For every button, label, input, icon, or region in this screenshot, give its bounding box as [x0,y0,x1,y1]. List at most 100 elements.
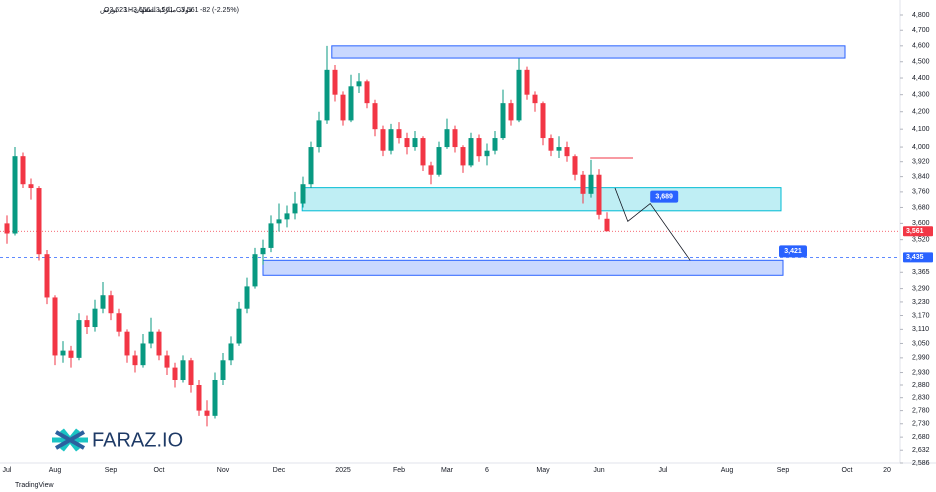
candle-body [420,138,426,166]
candle-body [348,86,354,121]
candle-body [148,331,154,344]
candle-body [444,129,450,148]
candle-body [284,213,290,220]
y-tick-label: 4,700 [912,27,930,34]
candle-body [588,174,594,194]
candle-body [580,174,586,194]
candle-body [140,343,146,366]
candle-body [292,203,298,214]
projection-path [614,187,691,261]
logo-icon [55,430,85,450]
candle-body [124,331,130,356]
candle-body [468,138,474,166]
candle-body [196,385,202,411]
y-tick-label: 4,400 [912,75,930,82]
candle-body [212,379,218,416]
candle-body [388,129,394,151]
candle-body [20,156,26,185]
y-tick-label: 3,170 [912,312,930,319]
candle-body [260,247,266,255]
y-tick-label: 3,110 [912,326,929,333]
y-tick-label: 4,100 [912,126,930,133]
candle-body [524,69,530,95]
candle-body [300,184,306,204]
candle-body [604,218,610,232]
x-tick-label: Oct [842,467,853,474]
candle-body [436,147,442,175]
candle-body [68,350,74,358]
candle-body [396,129,402,139]
ohlc-value: H3,656 [128,7,151,14]
y-tick-label: 4,000 [912,144,930,151]
candle-body [356,81,362,87]
y-tick-label: 3,920 [912,159,930,166]
y-tick-label: 4,300 [912,92,930,99]
x-tick-label: Jul [3,467,12,474]
candle-body [204,410,210,416]
candle-body [460,147,466,166]
zone [331,45,846,59]
candle-body [12,156,18,234]
y-tick-label: 3,680 [912,204,930,211]
candle-body [308,147,314,185]
y-tick-label: 2,780 [912,407,930,414]
x-tick-label: Mar [441,467,454,474]
candle-body [252,254,258,287]
candle-body [228,343,234,361]
candle-body [44,254,50,298]
candle-body [556,147,562,151]
footer: TradingView [15,482,54,489]
callout-label: 3,689 [655,194,673,201]
x-tick-label: Jul [659,467,668,474]
candle-body [84,320,90,328]
candle-body [596,174,602,215]
y-tick-label: 3,290 [912,285,930,292]
x-tick-label: May [536,467,550,474]
y-tick-label: 2,880 [912,382,930,389]
price-label: 3,435 [906,254,924,261]
y-tick-label: 2,990 [912,355,930,362]
y-tick-label: 2,830 [912,395,930,402]
candle-body [172,367,178,380]
x-tick-label: Oct [154,467,165,474]
candle-body [236,308,242,344]
ohlc-value: O3,623 [104,7,127,14]
candle-body [332,69,338,95]
candle-body [100,295,106,309]
candle-body [484,150,490,157]
ohlc-value: C3,561 [176,7,199,14]
x-tick-label: 6 [485,467,489,474]
candle-body [428,165,434,175]
x-tick-label: Aug [721,467,734,474]
logo: FARAZ.IO [52,428,183,452]
candle-body [164,355,170,368]
candle-body [60,350,66,356]
candle-body [116,313,122,332]
x-tick-label: Aug [49,467,62,474]
y-tick-label: 3,230 [912,299,930,306]
y-tick-label: 3,520 [912,236,930,243]
candle-body [36,188,42,255]
candle-body [52,297,58,356]
candle-body [372,103,378,130]
candle-body [516,69,522,121]
x-tick-label: Feb [393,467,405,474]
candle-body [340,94,346,121]
candle-body [508,103,514,121]
x-tick-label: 20 [883,467,891,474]
candle-body [188,360,194,386]
y-tick-label: 4,800 [912,12,930,19]
y-tick-label: 2,586 [912,460,930,467]
callout-box [779,245,807,258]
x-tick-label: Nov [217,467,230,474]
candle-body [452,129,458,148]
candle-body [540,103,546,139]
candle-body [76,320,82,358]
price-label-box [903,226,933,237]
y-tick-label: 3,760 [912,189,930,196]
candle-body [564,147,570,157]
callout-label: 3,421 [784,248,802,255]
candle-body [28,184,34,189]
candle-body [572,156,578,175]
candle-body [324,69,330,121]
